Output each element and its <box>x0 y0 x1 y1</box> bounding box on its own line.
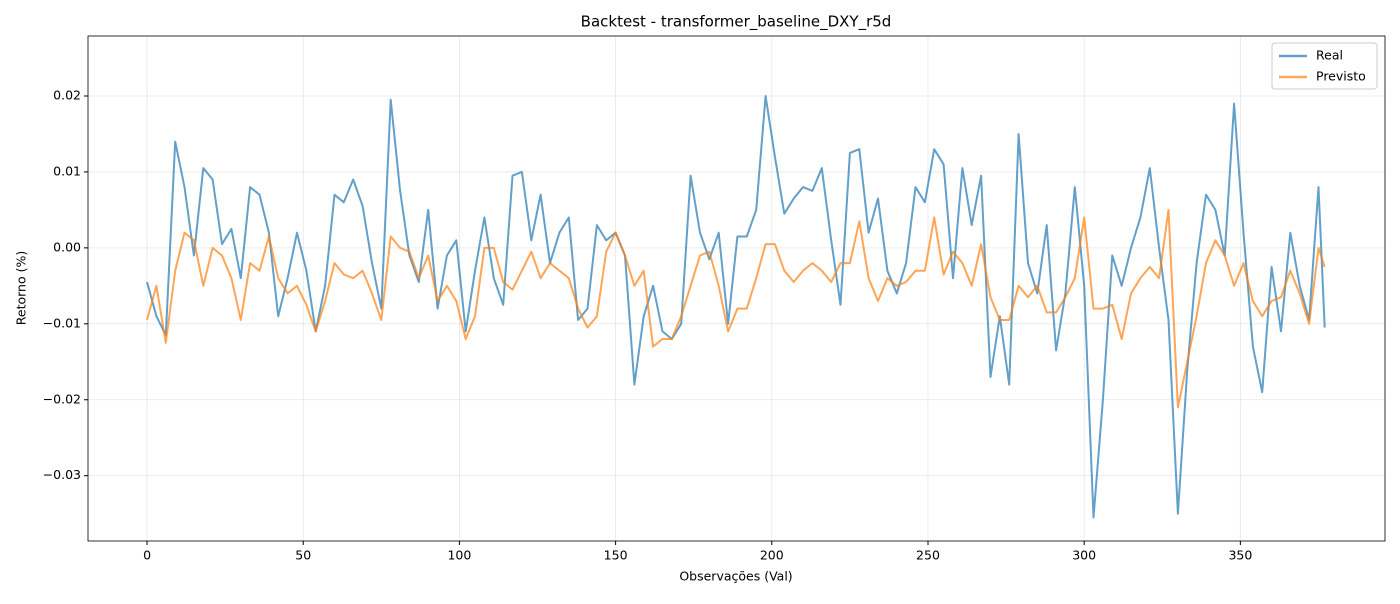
x-tick-label: 350 <box>1228 548 1252 563</box>
plot-frame <box>87 35 1386 542</box>
x-tick-label: 50 <box>295 548 311 563</box>
series-line <box>146 95 1326 519</box>
y-tick-label: 0.00 <box>53 239 81 254</box>
legend-label: Real <box>1316 48 1343 63</box>
y-tick-label: 0.02 <box>53 87 81 102</box>
x-tick-label: 150 <box>604 548 628 563</box>
x-axis-label: Observações (Val) <box>679 569 792 584</box>
y-tick-label: −0.01 <box>43 315 81 330</box>
series-line <box>146 208 1326 409</box>
x-tick-label: 100 <box>447 548 471 563</box>
x-tick-label: 200 <box>760 548 784 563</box>
legend: Real Previsto <box>1271 42 1378 90</box>
y-tick-label: −0.03 <box>43 467 81 482</box>
y-axis-label: Retorno (%) <box>14 251 29 325</box>
x-tick-label: 250 <box>916 548 940 563</box>
y-tick-label: 0.01 <box>53 163 81 178</box>
legend-label: Previsto <box>1316 69 1366 84</box>
y-tick-label: −0.02 <box>43 391 81 406</box>
x-tick-label: 300 <box>1072 548 1096 563</box>
chart-title: Backtest - transformer_baseline_DXY_r5d <box>581 13 892 32</box>
x-tick-label: 0 <box>143 548 151 563</box>
